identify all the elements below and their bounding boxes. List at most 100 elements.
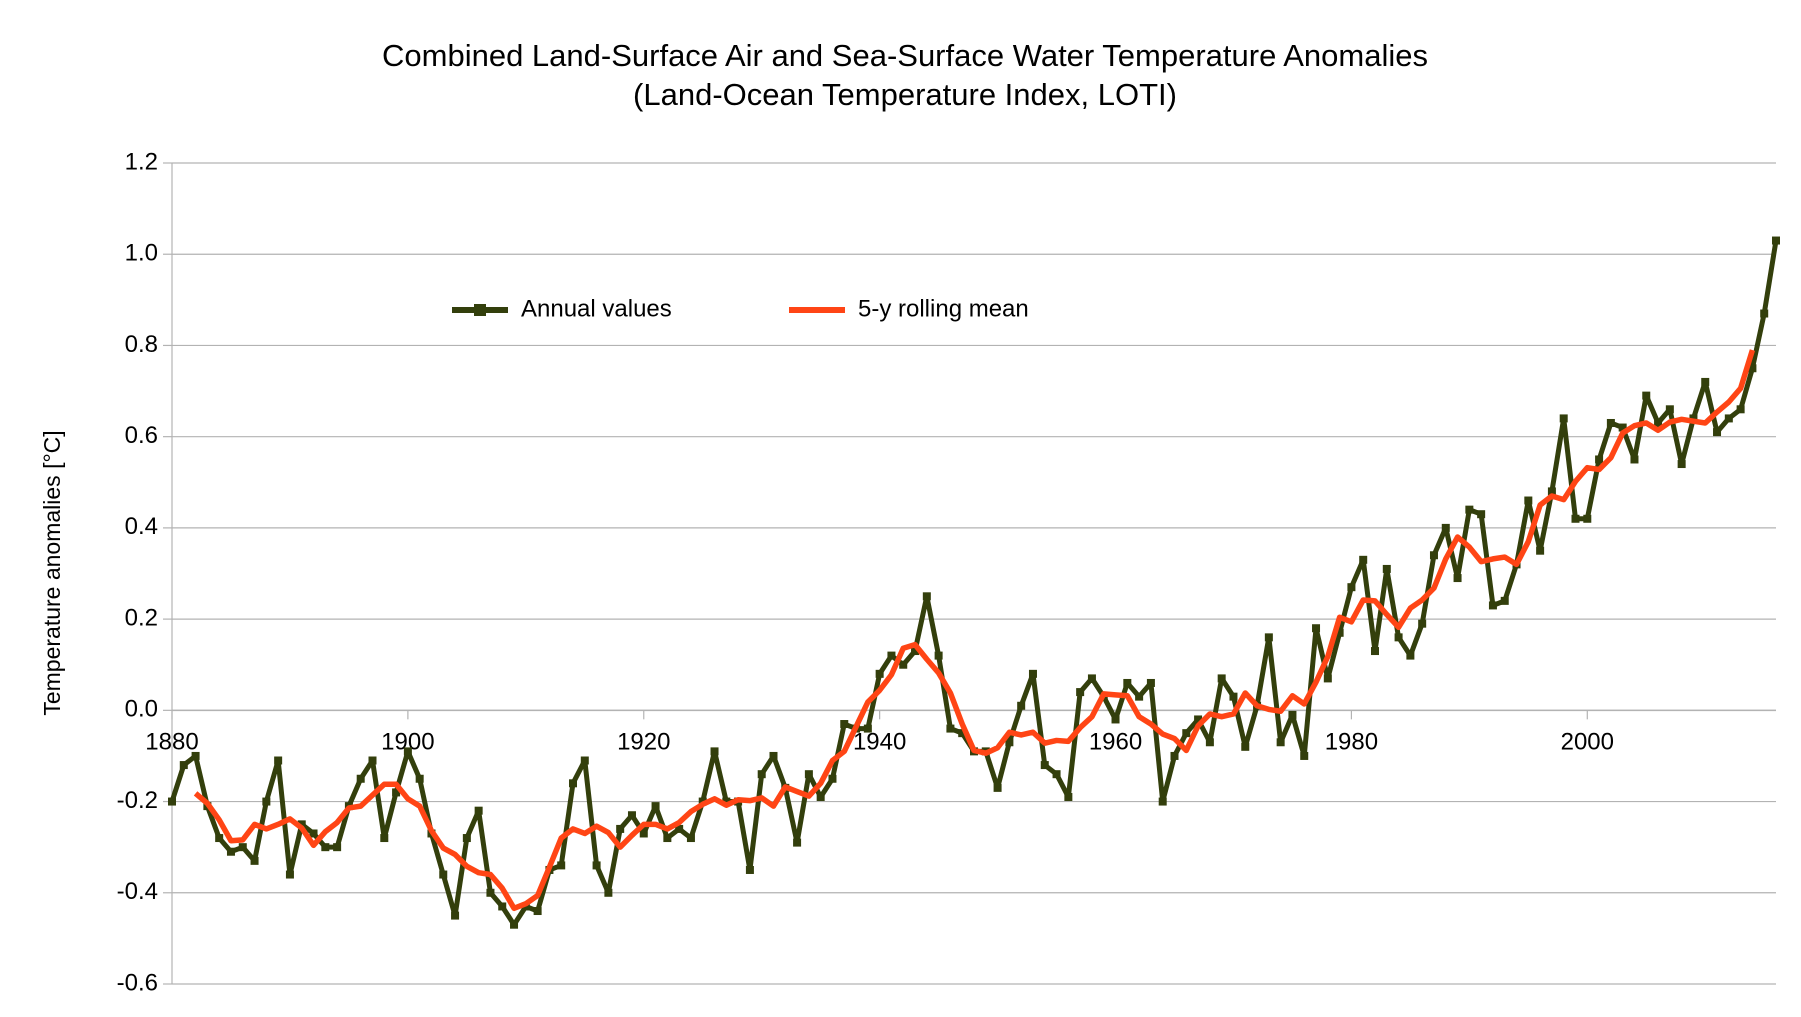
data-point: [1300, 751, 1309, 760]
data-point: [1559, 414, 1568, 423]
data-point: [1488, 601, 1497, 610]
data-point: [816, 792, 825, 801]
data-point: [1748, 364, 1757, 373]
y-tick-label: -0.2: [117, 787, 158, 814]
data-point: [887, 651, 896, 660]
data-point: [1264, 633, 1273, 642]
data-point: [215, 834, 224, 843]
data-point: [1205, 738, 1214, 747]
data-point: [1429, 551, 1438, 560]
data-point: [1182, 729, 1191, 738]
data-point: [368, 756, 377, 765]
data-point: [1052, 770, 1061, 779]
data-point: [1076, 688, 1085, 697]
series-line: [193, 349, 1756, 912]
data-point: [238, 843, 247, 852]
x-tick-label: 2000: [1561, 729, 1614, 756]
data-point: [1654, 418, 1663, 427]
data-point: [922, 592, 931, 601]
data-point: [722, 797, 731, 806]
y-tick-label: 0.4: [125, 513, 158, 540]
data-point: [1701, 377, 1710, 386]
data-point: [486, 888, 495, 897]
data-point: [875, 669, 884, 678]
data-point: [1606, 418, 1615, 427]
data-point: [757, 770, 766, 779]
y-tick-label: -0.4: [117, 878, 158, 905]
data-point: [262, 797, 271, 806]
data-point: [356, 774, 365, 783]
data-point: [1500, 596, 1509, 605]
chart-subtitle: (Land-Ocean Temperature Index, LOTI): [633, 77, 1177, 112]
chart-title: Combined Land-Surface Air and Sea-Surfac…: [382, 38, 1428, 73]
data-point: [557, 861, 566, 870]
data-point: [793, 838, 802, 847]
data-point: [1005, 738, 1014, 747]
data-point: [804, 770, 813, 779]
data-point: [1064, 792, 1073, 801]
data-point: [1040, 761, 1049, 770]
data-point: [863, 724, 872, 733]
data-point: [1642, 391, 1651, 400]
data-point: [993, 783, 1002, 792]
data-point: [309, 829, 318, 838]
data-point: [1536, 546, 1545, 555]
x-tick-label: 1880: [145, 729, 198, 756]
data-point: [958, 729, 967, 738]
data-point: [1724, 414, 1733, 423]
data-point: [510, 920, 519, 929]
data-point: [616, 824, 625, 833]
data-point: [639, 829, 648, 838]
data-point: [592, 861, 601, 870]
data-point: [1170, 751, 1179, 760]
data-point: [1453, 574, 1462, 583]
data-point: [828, 774, 837, 783]
data-point: [1630, 455, 1639, 464]
data-point: [1571, 514, 1580, 523]
data-point: [1335, 628, 1344, 637]
data-point: [321, 843, 330, 852]
data-point: [1123, 678, 1132, 687]
data-point: [1595, 455, 1604, 464]
data-point: [1158, 797, 1167, 806]
legend-label: Annual values: [521, 295, 672, 322]
data-point: [1359, 555, 1368, 564]
data-point: [1382, 564, 1391, 573]
y-tick-label: 1.2: [125, 148, 158, 175]
data-point: [1276, 738, 1285, 747]
data-point: [498, 902, 507, 911]
data-point: [710, 747, 719, 756]
data-point: [297, 820, 306, 829]
data-point: [1028, 669, 1037, 678]
data-point: [1441, 523, 1450, 532]
y-tick-label: 1.0: [125, 240, 158, 267]
data-point: [1465, 505, 1474, 514]
data-point: [899, 660, 908, 669]
y-tick-label: -0.6: [117, 969, 158, 996]
data-point: [745, 865, 754, 874]
data-point: [934, 651, 943, 660]
data-point: [1229, 692, 1238, 701]
data-point: [1406, 651, 1415, 660]
data-point: [1135, 692, 1144, 701]
data-point: [580, 756, 589, 765]
data-point: [1087, 674, 1096, 683]
data-point: [533, 907, 542, 916]
data-point: [1312, 624, 1321, 633]
data-point: [946, 724, 955, 733]
data-point: [1713, 428, 1722, 437]
y-tick-label: 0.8: [125, 331, 158, 358]
legend-marker: [474, 304, 486, 316]
data-point: [1017, 701, 1026, 710]
data-point: [675, 824, 684, 833]
data-point: [627, 811, 636, 820]
data-point: [191, 751, 200, 760]
y-tick-label: 0.6: [125, 422, 158, 449]
data-point: [1583, 514, 1592, 523]
data-point: [1217, 674, 1226, 683]
legend: Annual values 5-y rolling mean: [452, 295, 1029, 322]
data-point: [686, 834, 695, 843]
data-point: [651, 802, 660, 811]
data-point: [250, 856, 259, 865]
